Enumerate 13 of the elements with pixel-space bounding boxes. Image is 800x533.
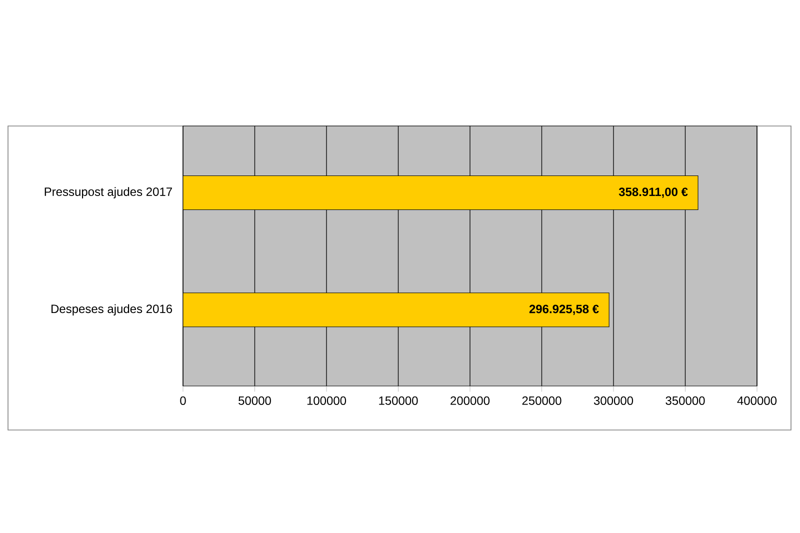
x-tick-label: 100000	[307, 396, 346, 405]
y-tick-label: Pressupost ajudes 2017	[44, 187, 172, 198]
y-tick-label: Despeses ajudes 2016	[52, 304, 172, 316]
data-label: 358.911,00 €	[618, 187, 688, 198]
data-label: 296.925,58 €	[529, 304, 599, 315]
x-tick-label: 250000	[522, 396, 562, 405]
x-tick-label: 50000	[238, 396, 271, 405]
x-tick-label: 150000	[379, 396, 418, 405]
x-tick-label: 350000	[666, 396, 705, 405]
x-tick-label: 300000	[594, 396, 634, 405]
x-tick-label: 200000	[450, 396, 490, 405]
x-tick-label: 0	[180, 396, 186, 405]
x-tick-label: 400000	[737, 396, 777, 405]
